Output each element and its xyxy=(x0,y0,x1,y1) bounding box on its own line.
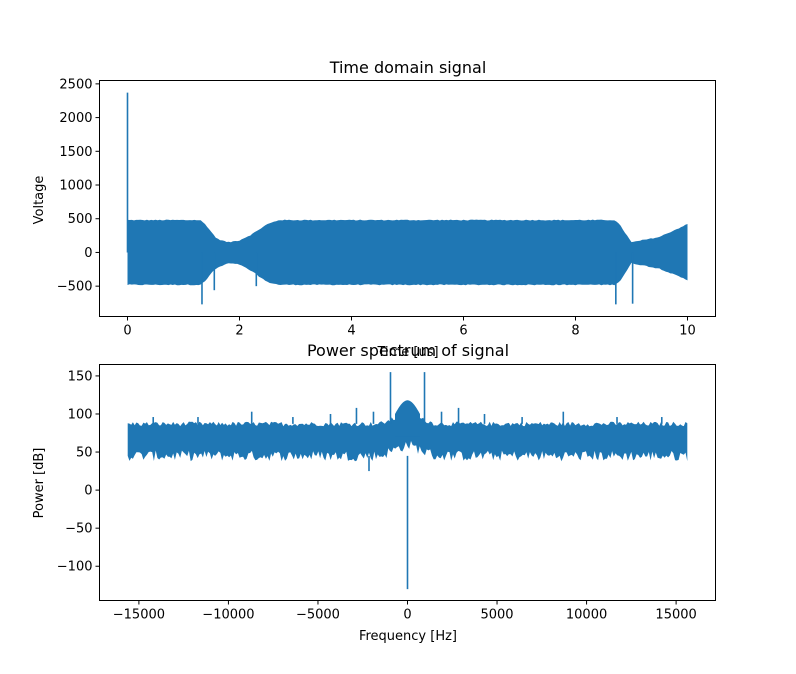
y-tick-label: 1500 xyxy=(59,145,92,160)
x-tick-label: 5000 xyxy=(480,608,513,623)
y-tick-label: −50 xyxy=(65,522,92,537)
time-domain-plot-area xyxy=(126,92,688,305)
power-spectrum-plot-area xyxy=(127,372,688,590)
power-spectrum-y-ticks: −100 −50 0 50 100 150 xyxy=(57,369,100,575)
y-tick-label: 50 xyxy=(76,446,93,461)
power-spectrum-xlabel: Frequency [Hz] xyxy=(359,629,457,644)
x-tick-label: 4 xyxy=(347,324,355,339)
y-tick-label: −500 xyxy=(57,280,93,295)
x-tick-label: 2 xyxy=(235,324,243,339)
power-spectrum-axes: −15000 −10000 −5000 0 5000 10000 15000 −100 −50… xyxy=(32,364,716,644)
x-tick-label: −5000 xyxy=(296,608,340,623)
y-tick-label: −100 xyxy=(57,560,93,575)
x-tick-label: −10000 xyxy=(202,608,254,623)
time-domain-ylabel: Voltage xyxy=(32,176,47,225)
time-domain-title: Time domain signal xyxy=(329,58,487,77)
time-domain-y-ticks: −500 0 500 1000 1500 2000 2500 xyxy=(57,77,100,295)
y-tick-label: 2500 xyxy=(59,77,92,92)
power-spectrum-title: Power spectrum of signal xyxy=(307,341,509,360)
y-tick-label: 0 xyxy=(84,484,92,499)
power-spectrum-ylabel: Power [dB] xyxy=(32,448,47,519)
x-tick-label: 15000 xyxy=(655,608,696,623)
y-tick-label: 0 xyxy=(84,246,92,261)
time-domain-xlabel: Time [us] xyxy=(376,345,438,360)
y-tick-label: 500 xyxy=(68,212,93,227)
x-tick-label: −15000 xyxy=(113,608,165,623)
x-tick-label: 0 xyxy=(123,324,131,339)
y-tick-label: 100 xyxy=(68,407,93,422)
x-tick-label: 6 xyxy=(459,324,467,339)
x-tick-label: 10 xyxy=(679,324,696,339)
power-hump xyxy=(395,400,420,437)
y-tick-label: 1000 xyxy=(59,179,92,194)
y-tick-label: 2000 xyxy=(59,111,92,126)
y-tick-label: 150 xyxy=(68,369,93,384)
x-tick-label: 10000 xyxy=(566,608,607,623)
x-tick-label: 8 xyxy=(571,324,579,339)
power-spectrum-x-ticks: −15000 −10000 −5000 0 5000 10000 15000 xyxy=(113,600,697,623)
time-domain-x-ticks: 0 2 4 6 8 10 xyxy=(123,316,696,339)
time-domain-frame xyxy=(99,80,716,317)
voltage-envelope xyxy=(127,219,688,286)
x-tick-label: 0 xyxy=(403,608,411,623)
time-domain-axes: Time domain signal 0 2 4 6 8 10 −500 0 500 1000 1… xyxy=(32,58,716,339)
